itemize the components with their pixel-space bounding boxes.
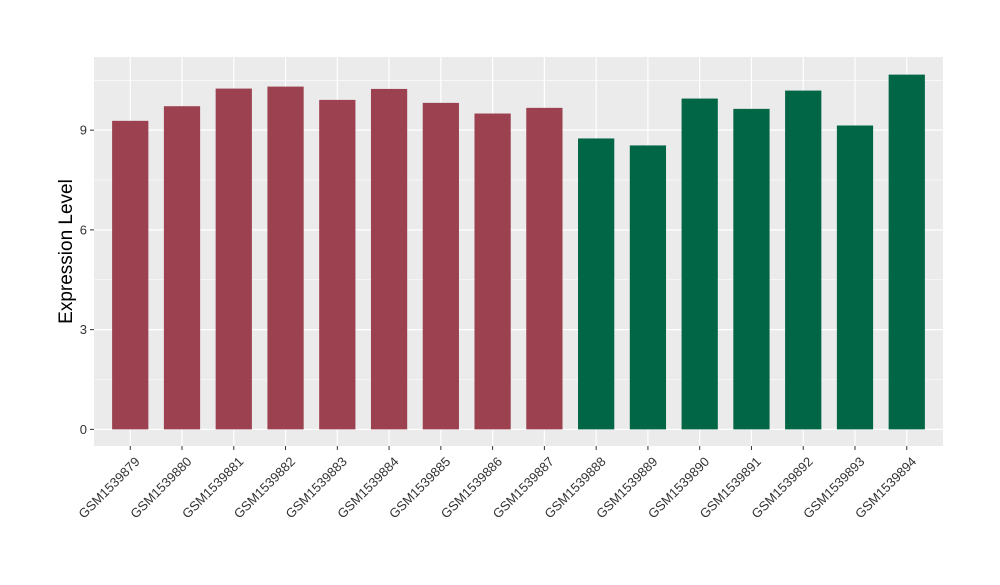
bar-GSM1539893 [836, 125, 874, 430]
bars [112, 74, 925, 430]
bar-GSM1539879 [112, 120, 149, 430]
bar-GSM1539881 [215, 88, 252, 430]
bar-GSM1539886 [474, 113, 511, 430]
bar-GSM1539890 [681, 98, 718, 430]
bar-GSM1539880 [163, 106, 201, 430]
bar-GSM1539892 [785, 90, 822, 430]
bar-GSM1539885 [422, 102, 459, 430]
bar-GSM1539884 [370, 88, 408, 430]
y-tick-label: 6 [80, 222, 87, 237]
bar-GSM1539882 [267, 86, 304, 430]
bar-GSM1539894 [888, 74, 925, 430]
y-tick-label: 3 [80, 322, 87, 337]
bar-GSM1539889 [629, 145, 667, 430]
y-tick-label: 0 [80, 422, 87, 437]
y-tick-label: 9 [80, 123, 87, 138]
bar-GSM1539883 [319, 99, 356, 430]
bar-GSM1539887 [526, 107, 563, 430]
bar-GSM1539891 [733, 108, 770, 430]
bar-GSM1539888 [578, 138, 615, 430]
y-axis-title: Expression Level [56, 179, 77, 324]
